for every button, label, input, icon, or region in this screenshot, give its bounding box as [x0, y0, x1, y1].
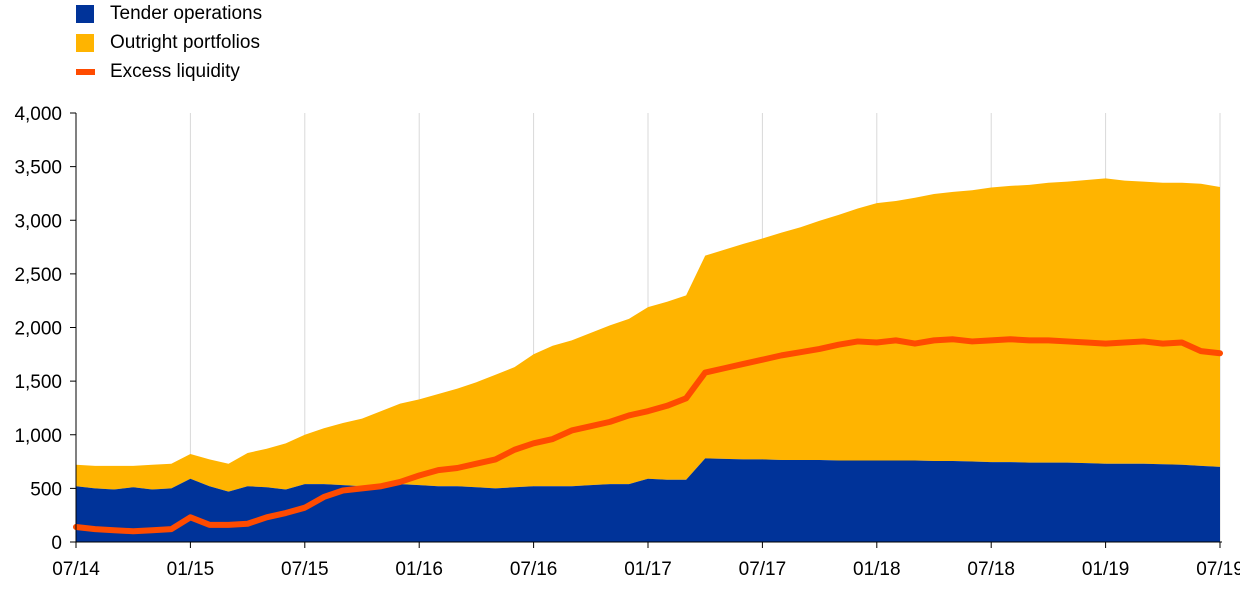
- legend-swatch-outright-portfolios: [76, 34, 94, 52]
- y-tick-label-8: 4,000: [14, 104, 62, 125]
- x-tick-label-7: 01/18: [853, 559, 901, 580]
- axes: [70, 112, 1222, 548]
- area-outright-portfolios: [76, 178, 1220, 492]
- y-tick-label-1: 500: [30, 479, 62, 500]
- y-tick-label-2: 1,000: [14, 426, 62, 447]
- y-axis-tick-labels: 0 500 1,000 1,500 2,000 2,500 3,000 3,500 4,000: [14, 104, 62, 554]
- line-excess-liquidity: [73, 336, 1223, 535]
- y-tick-label-0: 0: [51, 533, 62, 554]
- x-tick-label-9: 01/19: [1082, 559, 1130, 580]
- area-tender-operations: [76, 458, 1220, 542]
- x-tick-label-2: 07/15: [281, 559, 329, 580]
- x-tick-label-1: 01/15: [167, 559, 215, 580]
- x-tick-label-8: 07/18: [967, 559, 1015, 580]
- y-tick-label-6: 3,000: [14, 211, 62, 232]
- x-tick-label-3: 01/16: [395, 559, 443, 580]
- legend-label-outright-portfolios: Outright portfolios: [110, 32, 260, 53]
- x-tick-label-10: 07/19: [1196, 559, 1240, 580]
- x-axis-tick-labels: 07/14 01/15 07/15 01/16 07/16 01/17 07/17 01/18…: [52, 559, 1240, 580]
- legend-swatch-excess-liquidity: [76, 69, 95, 75]
- legend-swatch-tender-operations: [76, 5, 94, 23]
- x-tick-label-4: 07/16: [510, 559, 558, 580]
- legend-label-tender-operations: Tender operations: [110, 3, 263, 24]
- line-series: [73, 336, 1223, 535]
- y-tick-label-7: 3,500: [14, 158, 62, 179]
- y-tick-label-5: 2,500: [14, 265, 62, 286]
- x-tick-label-6: 07/17: [739, 559, 787, 580]
- x-tick-label-0: 07/14: [52, 559, 100, 580]
- y-tick-label-3: 1,500: [14, 372, 62, 393]
- y-tick-label-4: 2,000: [14, 319, 62, 340]
- x-tick-label-5: 01/17: [624, 559, 672, 580]
- legend-label-excess-liquidity: Excess liquidity: [110, 61, 240, 82]
- area-series: [76, 178, 1220, 542]
